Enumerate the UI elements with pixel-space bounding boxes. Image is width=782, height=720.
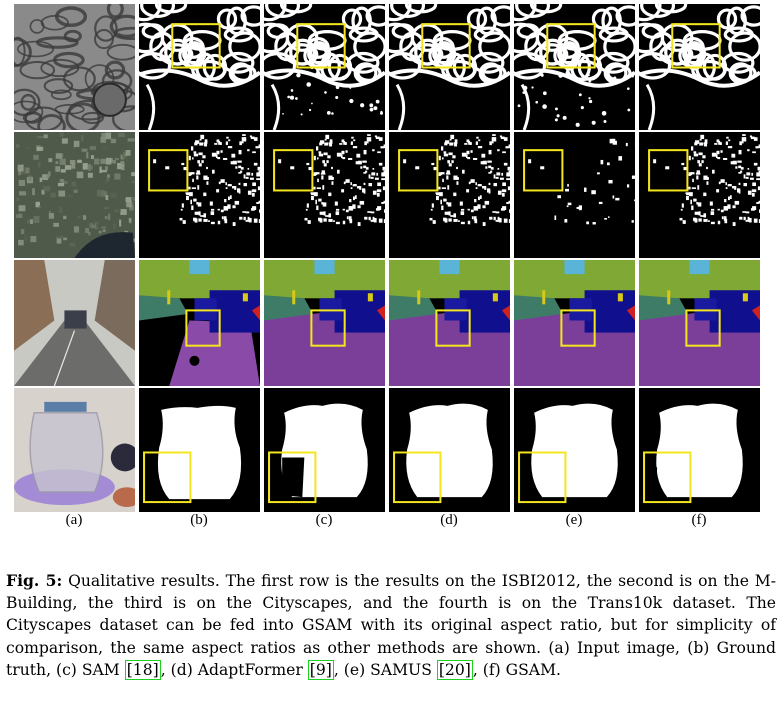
figure-cell-row3-col4 bbox=[389, 260, 510, 386]
figure-cell-row4-col2 bbox=[139, 388, 260, 512]
figure-cell-row4-col3 bbox=[264, 388, 385, 512]
figure-caption: Fig. 5: Qualitative results. The first r… bbox=[6, 570, 776, 681]
figure-cell-row3-col2 bbox=[139, 260, 260, 386]
figure-cell-row1-col5 bbox=[514, 4, 635, 130]
caption-text-3: , (e) SAMUS bbox=[333, 660, 437, 679]
column-label-e: (e) bbox=[565, 512, 583, 528]
column-label-c: (c) bbox=[315, 512, 333, 528]
caption-label: Fig. 5: bbox=[6, 571, 63, 590]
column-label-d: (d) bbox=[440, 512, 458, 528]
figure-cell-row1-col2 bbox=[139, 4, 260, 130]
figure-cell-row4-col1 bbox=[14, 388, 135, 512]
figure-cell-row1-col1 bbox=[14, 4, 135, 130]
caption-text-1: Qualitative results. The first row is th… bbox=[6, 572, 776, 679]
figure-cell-row3-col3 bbox=[264, 260, 385, 386]
caption-text-4: , (f) GSAM. bbox=[472, 660, 561, 679]
figure-cell-row2-col3 bbox=[264, 132, 385, 258]
column-label-b: (b) bbox=[190, 512, 208, 528]
figure-cell-row2-col1 bbox=[14, 132, 135, 258]
figure-cell-row1-col3 bbox=[264, 4, 385, 130]
figure-cell-row4-col4 bbox=[389, 388, 510, 512]
citation-ref-adaptformer[interactable]: [9] bbox=[307, 659, 334, 680]
figure-cell-row4-col5 bbox=[514, 388, 635, 512]
column-label-f: (f) bbox=[691, 512, 707, 528]
figure-cell-row3-col1 bbox=[14, 260, 135, 386]
figure-cell-row3-col6 bbox=[639, 260, 760, 386]
figure-cell-row2-col2 bbox=[139, 132, 260, 258]
qualitative-results-figure bbox=[14, 4, 780, 534]
figure-cell-row1-col6 bbox=[639, 4, 760, 130]
figure-cell-row3-col5 bbox=[514, 260, 635, 386]
column-label-a: (a) bbox=[65, 512, 83, 528]
figure-cell-row2-col6 bbox=[639, 132, 760, 258]
caption-text-2: , (d) AdaptFormer bbox=[160, 660, 308, 679]
citation-ref-samus[interactable]: [20] bbox=[436, 659, 473, 680]
figure-cell-row2-col5 bbox=[514, 132, 635, 258]
figure-cell-row4-col6 bbox=[639, 388, 760, 512]
figure-cell-row2-col4 bbox=[389, 132, 510, 258]
figure-cell-row1-col4 bbox=[389, 4, 510, 130]
citation-ref-sam[interactable]: [18] bbox=[124, 659, 161, 680]
